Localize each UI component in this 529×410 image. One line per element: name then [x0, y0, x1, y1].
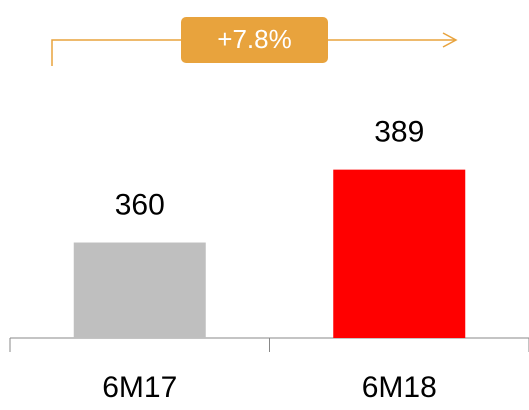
- bar: [333, 169, 466, 338]
- annotation-box: [181, 17, 328, 63]
- annotation-line-left: [51, 39, 181, 66]
- bar: [73, 242, 206, 338]
- annotation-text: +7.8%: [217, 24, 291, 54]
- x-tick-label: 6M18: [362, 371, 437, 404]
- value-label: 360: [115, 188, 165, 221]
- annotation-arrowhead: [442, 32, 458, 48]
- value-label: 389: [374, 116, 424, 149]
- x-tick-label: 6M17: [102, 371, 177, 404]
